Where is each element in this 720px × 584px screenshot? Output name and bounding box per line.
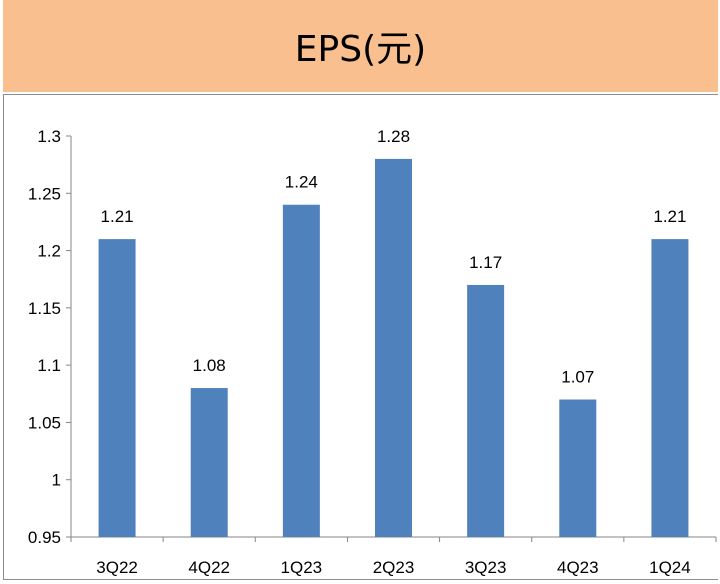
y-tick-label: 0.95 xyxy=(28,528,61,547)
y-tick-label: 1.1 xyxy=(37,356,61,375)
data-label: 1.21 xyxy=(653,207,686,226)
data-label: 1.21 xyxy=(101,207,134,226)
chart-area xyxy=(3,94,718,580)
data-label: 1.08 xyxy=(193,356,226,375)
data-label: 1.28 xyxy=(377,127,410,146)
x-tick-label: 4Q22 xyxy=(188,558,230,577)
x-tick-label: 3Q22 xyxy=(96,558,138,577)
x-tick-label: 1Q23 xyxy=(281,558,323,577)
y-tick-label: 1.3 xyxy=(37,127,61,146)
y-tick-label: 1.25 xyxy=(28,184,61,203)
x-tick-label: 1Q24 xyxy=(649,558,691,577)
bar-4Q23 xyxy=(559,399,597,537)
bar-2Q23 xyxy=(375,158,412,537)
bar-4Q22 xyxy=(190,388,228,537)
data-label: 1.17 xyxy=(469,253,502,272)
chart-title-banner: EPS(元) xyxy=(3,0,718,92)
data-label: 1.07 xyxy=(561,368,594,387)
bar-3Q23 xyxy=(467,284,505,537)
y-tick-label: 1 xyxy=(52,471,61,490)
y-tick-label: 1.2 xyxy=(37,242,61,261)
chart-title: EPS(元) xyxy=(294,29,427,70)
y-tick-label: 1.15 xyxy=(28,299,61,318)
x-tick-label: 4Q23 xyxy=(557,558,599,577)
bar-3Q22 xyxy=(98,239,136,537)
bar-1Q23 xyxy=(282,204,320,537)
x-tick-label: 2Q23 xyxy=(373,558,415,577)
data-label: 1.24 xyxy=(285,173,318,192)
y-tick-label: 1.05 xyxy=(28,413,61,432)
bar-1Q24 xyxy=(651,239,689,537)
x-tick-label: 3Q23 xyxy=(465,558,507,577)
